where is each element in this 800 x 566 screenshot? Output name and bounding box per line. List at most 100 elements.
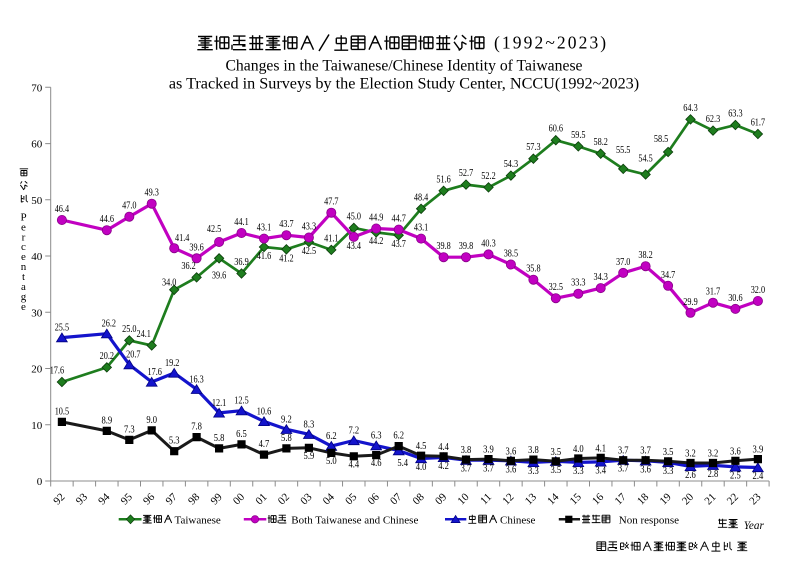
svg-text:2.6: 2.6 [685,470,696,481]
svg-text:3.9: 3.9 [483,445,494,456]
svg-text:38.2: 38.2 [638,250,652,261]
svg-text:4.4: 4.4 [348,459,359,470]
svg-text:39.8: 39.8 [436,241,450,252]
svg-text:25.0: 25.0 [122,324,136,335]
svg-text:31.7: 31.7 [706,287,720,298]
svg-text:6.2: 6.2 [393,431,404,442]
svg-text:44.7: 44.7 [392,214,406,225]
svg-text:e: e [21,301,26,313]
svg-text:3.3: 3.3 [528,466,539,477]
svg-text:4.0: 4.0 [573,444,584,455]
svg-text:60.6: 60.6 [549,124,563,135]
svg-text:3.8: 3.8 [461,445,472,456]
svg-text:3.3: 3.3 [663,466,674,477]
svg-text:44.6: 44.6 [100,214,114,225]
svg-text:3.6: 3.6 [506,446,517,457]
svg-text:7.3: 7.3 [124,424,135,435]
svg-text:33.3: 33.3 [571,278,585,289]
svg-text:16.3: 16.3 [189,374,203,385]
svg-text:40: 40 [31,251,43,263]
svg-text:3.2: 3.2 [685,449,696,460]
svg-text:62.3: 62.3 [706,114,720,125]
svg-text:58.2: 58.2 [594,137,608,148]
svg-text:P: P [20,211,26,223]
svg-text:7.2: 7.2 [348,426,359,437]
svg-text:4.4: 4.4 [438,442,449,453]
svg-text:3.7: 3.7 [618,446,629,457]
svg-text:e: e [21,251,26,263]
svg-text:10.6: 10.6 [257,406,271,417]
svg-text:3.9: 3.9 [753,445,764,456]
svg-text:26.2: 26.2 [102,319,116,330]
svg-text:43.7: 43.7 [392,239,406,250]
svg-text:38.5: 38.5 [504,249,518,260]
svg-text:52.2: 52.2 [481,171,495,182]
svg-text:9.2: 9.2 [281,414,292,425]
svg-text:4.7: 4.7 [259,439,270,450]
svg-text:10.5: 10.5 [55,406,69,417]
svg-text:41.1: 41.1 [324,233,338,244]
svg-text:41.4: 41.4 [175,233,189,244]
svg-text:41.6: 41.6 [257,251,271,262]
svg-text:35.8: 35.8 [526,264,540,275]
svg-text:10: 10 [31,420,43,432]
svg-text:49.3: 49.3 [145,188,159,199]
svg-text:3.7: 3.7 [461,464,472,475]
svg-text:55.5: 55.5 [616,145,630,156]
svg-text:25.5: 25.5 [55,323,69,334]
svg-text:3.8: 3.8 [528,445,539,456]
svg-text:r: r [22,231,26,243]
svg-text:47.7: 47.7 [324,197,338,208]
svg-text:54.3: 54.3 [504,159,518,170]
svg-text:50: 50 [31,195,43,207]
svg-text:58.5: 58.5 [654,134,668,145]
svg-text:39.8: 39.8 [459,241,473,252]
svg-text:3.6: 3.6 [730,446,741,457]
svg-text:46.4: 46.4 [55,204,69,215]
svg-text:43.1: 43.1 [257,223,271,234]
svg-text:45.0: 45.0 [347,211,361,222]
svg-text:6.5: 6.5 [236,429,247,440]
svg-text:42.5: 42.5 [302,246,316,257]
svg-text:42.5: 42.5 [207,224,221,235]
svg-text:t: t [22,271,25,283]
svg-text:2.4: 2.4 [753,471,764,482]
svg-text:3.6: 3.6 [506,464,517,475]
svg-text:4.1: 4.1 [595,443,606,454]
svg-text:41.2: 41.2 [279,253,293,264]
svg-text:3.7: 3.7 [618,464,629,475]
svg-text:37.0: 37.0 [616,257,630,268]
svg-text:59.5: 59.5 [571,130,585,141]
svg-text:3.5: 3.5 [663,447,674,458]
svg-text:51.6: 51.6 [436,174,450,185]
svg-text:0: 0 [37,476,43,488]
svg-text:63.3: 63.3 [728,109,742,120]
svg-text:6.2: 6.2 [326,431,337,442]
svg-text:5.9: 5.9 [304,451,315,462]
svg-text:9.0: 9.0 [146,415,157,426]
svg-text:47.0: 47.0 [122,201,136,212]
svg-text:40.3: 40.3 [481,238,495,249]
svg-text:as Tracked in Surveys by the E: as Tracked in Surveys by the Election St… [169,75,639,93]
svg-text:3.2: 3.2 [708,449,719,460]
svg-text:34.7: 34.7 [661,270,675,281]
svg-text:3.5: 3.5 [550,447,561,458]
svg-text:Changes in the Taiwanese/Chine: Changes in the Taiwanese/Chinese Identit… [225,58,582,75]
svg-text:57.3: 57.3 [526,142,540,153]
svg-text:8.3: 8.3 [304,419,315,430]
svg-text:34.0: 34.0 [162,277,176,288]
svg-text:32.5: 32.5 [549,282,563,293]
svg-text:61.7: 61.7 [751,118,765,129]
svg-text:8.9: 8.9 [101,415,112,426]
svg-text:20.2: 20.2 [100,351,114,362]
svg-text:36.9: 36.9 [234,257,248,268]
svg-text:48.4: 48.4 [414,192,428,203]
svg-text:34.3: 34.3 [594,272,608,283]
svg-text:e: e [21,221,26,233]
svg-text:60: 60 [31,139,43,151]
svg-text:24.1: 24.1 [137,329,151,340]
svg-text:Taiwanese: Taiwanese [175,515,221,527]
svg-text:17.6: 17.6 [50,366,64,377]
svg-text:17.6: 17.6 [148,367,162,378]
svg-text:3.6: 3.6 [640,464,651,475]
